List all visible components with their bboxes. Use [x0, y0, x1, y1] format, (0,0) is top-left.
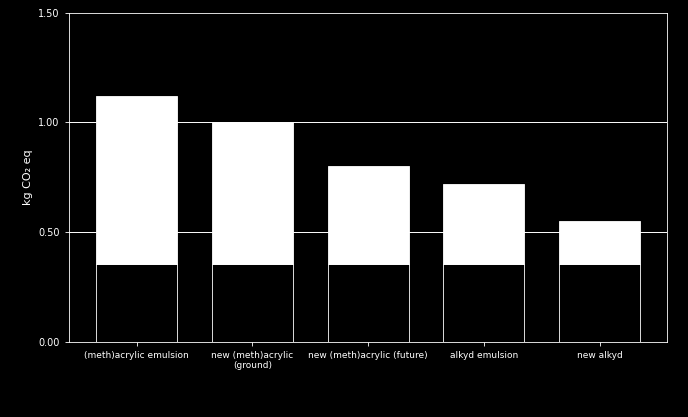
Bar	[96, 96, 177, 264]
Y-axis label: kg CO₂ eq: kg CO₂ eq	[23, 149, 33, 205]
Bar	[327, 166, 409, 264]
Bar	[212, 264, 293, 342]
Bar	[96, 264, 177, 342]
Bar	[559, 221, 640, 264]
Bar	[443, 264, 524, 342]
Bar	[327, 264, 409, 342]
Bar	[443, 184, 524, 264]
Bar	[212, 122, 293, 264]
Bar	[559, 264, 640, 342]
